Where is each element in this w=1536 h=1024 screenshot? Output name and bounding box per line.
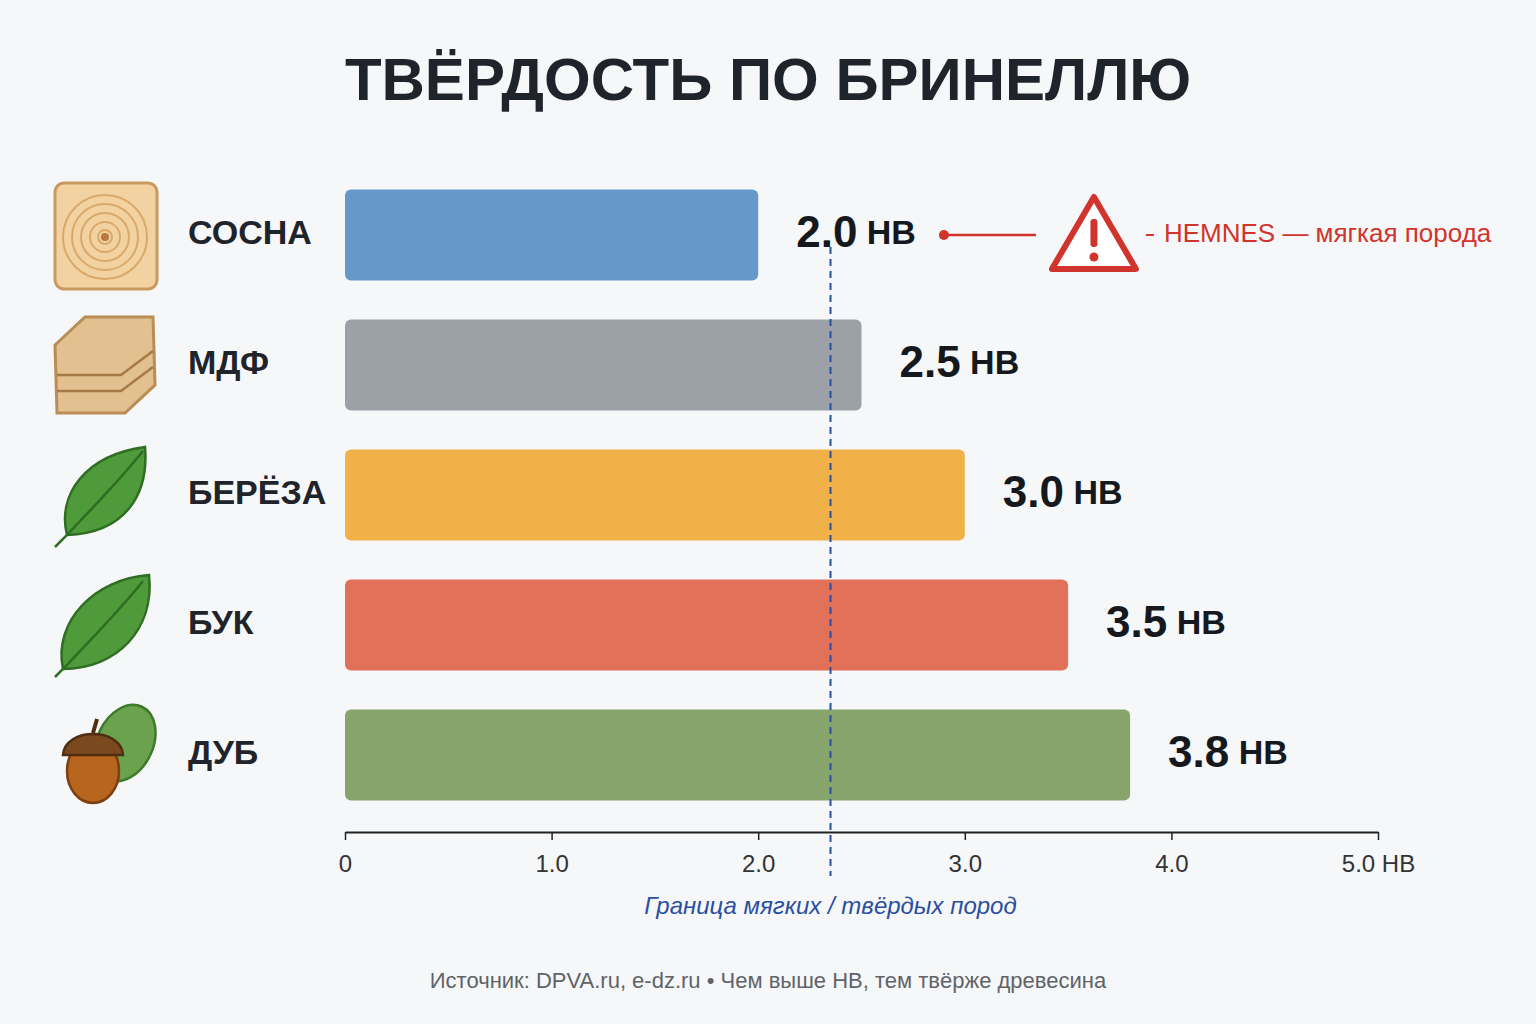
icon-part xyxy=(72,204,138,270)
tick: 2.0 xyxy=(742,832,775,877)
tick-mark xyxy=(1378,832,1380,840)
data-label: 2.5 HB xyxy=(900,337,1020,386)
category-label: ДУБ xyxy=(188,733,258,771)
icon-acorn xyxy=(63,695,167,803)
icon-leaf xyxy=(55,447,145,547)
category-labels: СОСНА МДФ БЕРЁЗА БУК ДУБ xyxy=(188,213,326,771)
tick-mark xyxy=(551,832,553,840)
data-label: 2.0 HB xyxy=(796,207,916,256)
tick-label: 4.0 xyxy=(1155,850,1188,877)
data-label: 3.5 HB xyxy=(1106,597,1226,646)
icon-part xyxy=(55,581,143,677)
icon-part xyxy=(57,367,153,391)
data-label: 3.0 HB xyxy=(1003,467,1123,516)
tick: 1.0 xyxy=(535,832,568,877)
axis-line xyxy=(346,832,1379,834)
data-label: 3.8 HB xyxy=(1168,727,1288,776)
plot-area xyxy=(345,190,1130,877)
icon-part xyxy=(57,351,153,375)
icon-leaf2 xyxy=(55,575,150,677)
tick-label: 5.0 HB xyxy=(1342,850,1415,877)
category-label: БУК xyxy=(188,603,254,641)
bar xyxy=(345,450,965,541)
chart-root: ТВЁРДОСТЬ ПО БРИНЕЛЛЮ СОСНА МДФ БЕРЁЗА БУК ДУ… xyxy=(0,0,1536,1024)
title: ТВЁРДОСТЬ ПО БРИНЕЛЛЮ xyxy=(345,46,1191,113)
threshold-line xyxy=(830,247,832,876)
icon-board xyxy=(55,317,155,413)
annotation: HEMNES — мягкая порода xyxy=(939,197,1492,269)
icon-part xyxy=(81,213,129,261)
bar xyxy=(345,320,862,411)
background xyxy=(0,0,1536,1024)
tick-mark xyxy=(345,832,347,840)
bar xyxy=(345,190,758,281)
category-label: МДФ xyxy=(188,343,269,381)
icon-part xyxy=(63,734,123,755)
warning-icon-mark xyxy=(1090,219,1097,247)
warning-icon-dot xyxy=(1089,253,1098,262)
bar xyxy=(345,580,1068,671)
category-label: СОСНА xyxy=(188,213,312,251)
tick-label: 1.0 xyxy=(535,850,568,877)
icon-part xyxy=(65,447,145,535)
tick: 4.0 xyxy=(1155,832,1188,877)
icon-part xyxy=(90,222,120,252)
tick: 3.0 xyxy=(949,832,982,877)
annotation-dash xyxy=(1146,234,1154,236)
warning-icon xyxy=(1052,197,1136,269)
icon-part xyxy=(93,719,97,733)
caption: Источник: DPVA.ru, e-dz.ru • Чем выше HB… xyxy=(430,968,1107,993)
tick: 0 xyxy=(339,832,352,877)
icon-part xyxy=(101,233,109,241)
icon-part xyxy=(55,317,155,413)
threshold-label: Граница мягких / твёрдых пород xyxy=(644,892,1016,919)
bar xyxy=(345,710,1130,801)
icon-part xyxy=(63,195,147,279)
data-labels: 2.0 HB 2.5 HB 3.0 HB 3.5 HB 3.8 HB xyxy=(796,207,1288,776)
annotation-leader xyxy=(944,234,1036,237)
icon-wood xyxy=(55,183,157,289)
annotation-text: HEMNES — мягкая порода xyxy=(1164,218,1492,248)
chart-svg: ТВЁРДОСТЬ ПО БРИНЕЛЛЮ СОСНА МДФ БЕРЁЗА БУК ДУ… xyxy=(0,0,1536,1024)
tick-label: 3.0 xyxy=(949,850,982,877)
x-axis: 0 1.0 2.0 3.0 4.0 5.0 HB xyxy=(339,832,1415,877)
tick: 5.0 HB xyxy=(1342,832,1415,877)
tick-mark xyxy=(965,832,967,840)
tick-label: 2.0 xyxy=(742,850,775,877)
icon-part xyxy=(55,451,143,547)
tick-mark xyxy=(1171,832,1173,840)
icon-part xyxy=(55,183,157,289)
icon-part xyxy=(98,230,112,244)
tick-mark xyxy=(758,832,760,840)
category-label: БЕРЁЗА xyxy=(188,473,326,511)
tick-label: 0 xyxy=(339,850,352,877)
